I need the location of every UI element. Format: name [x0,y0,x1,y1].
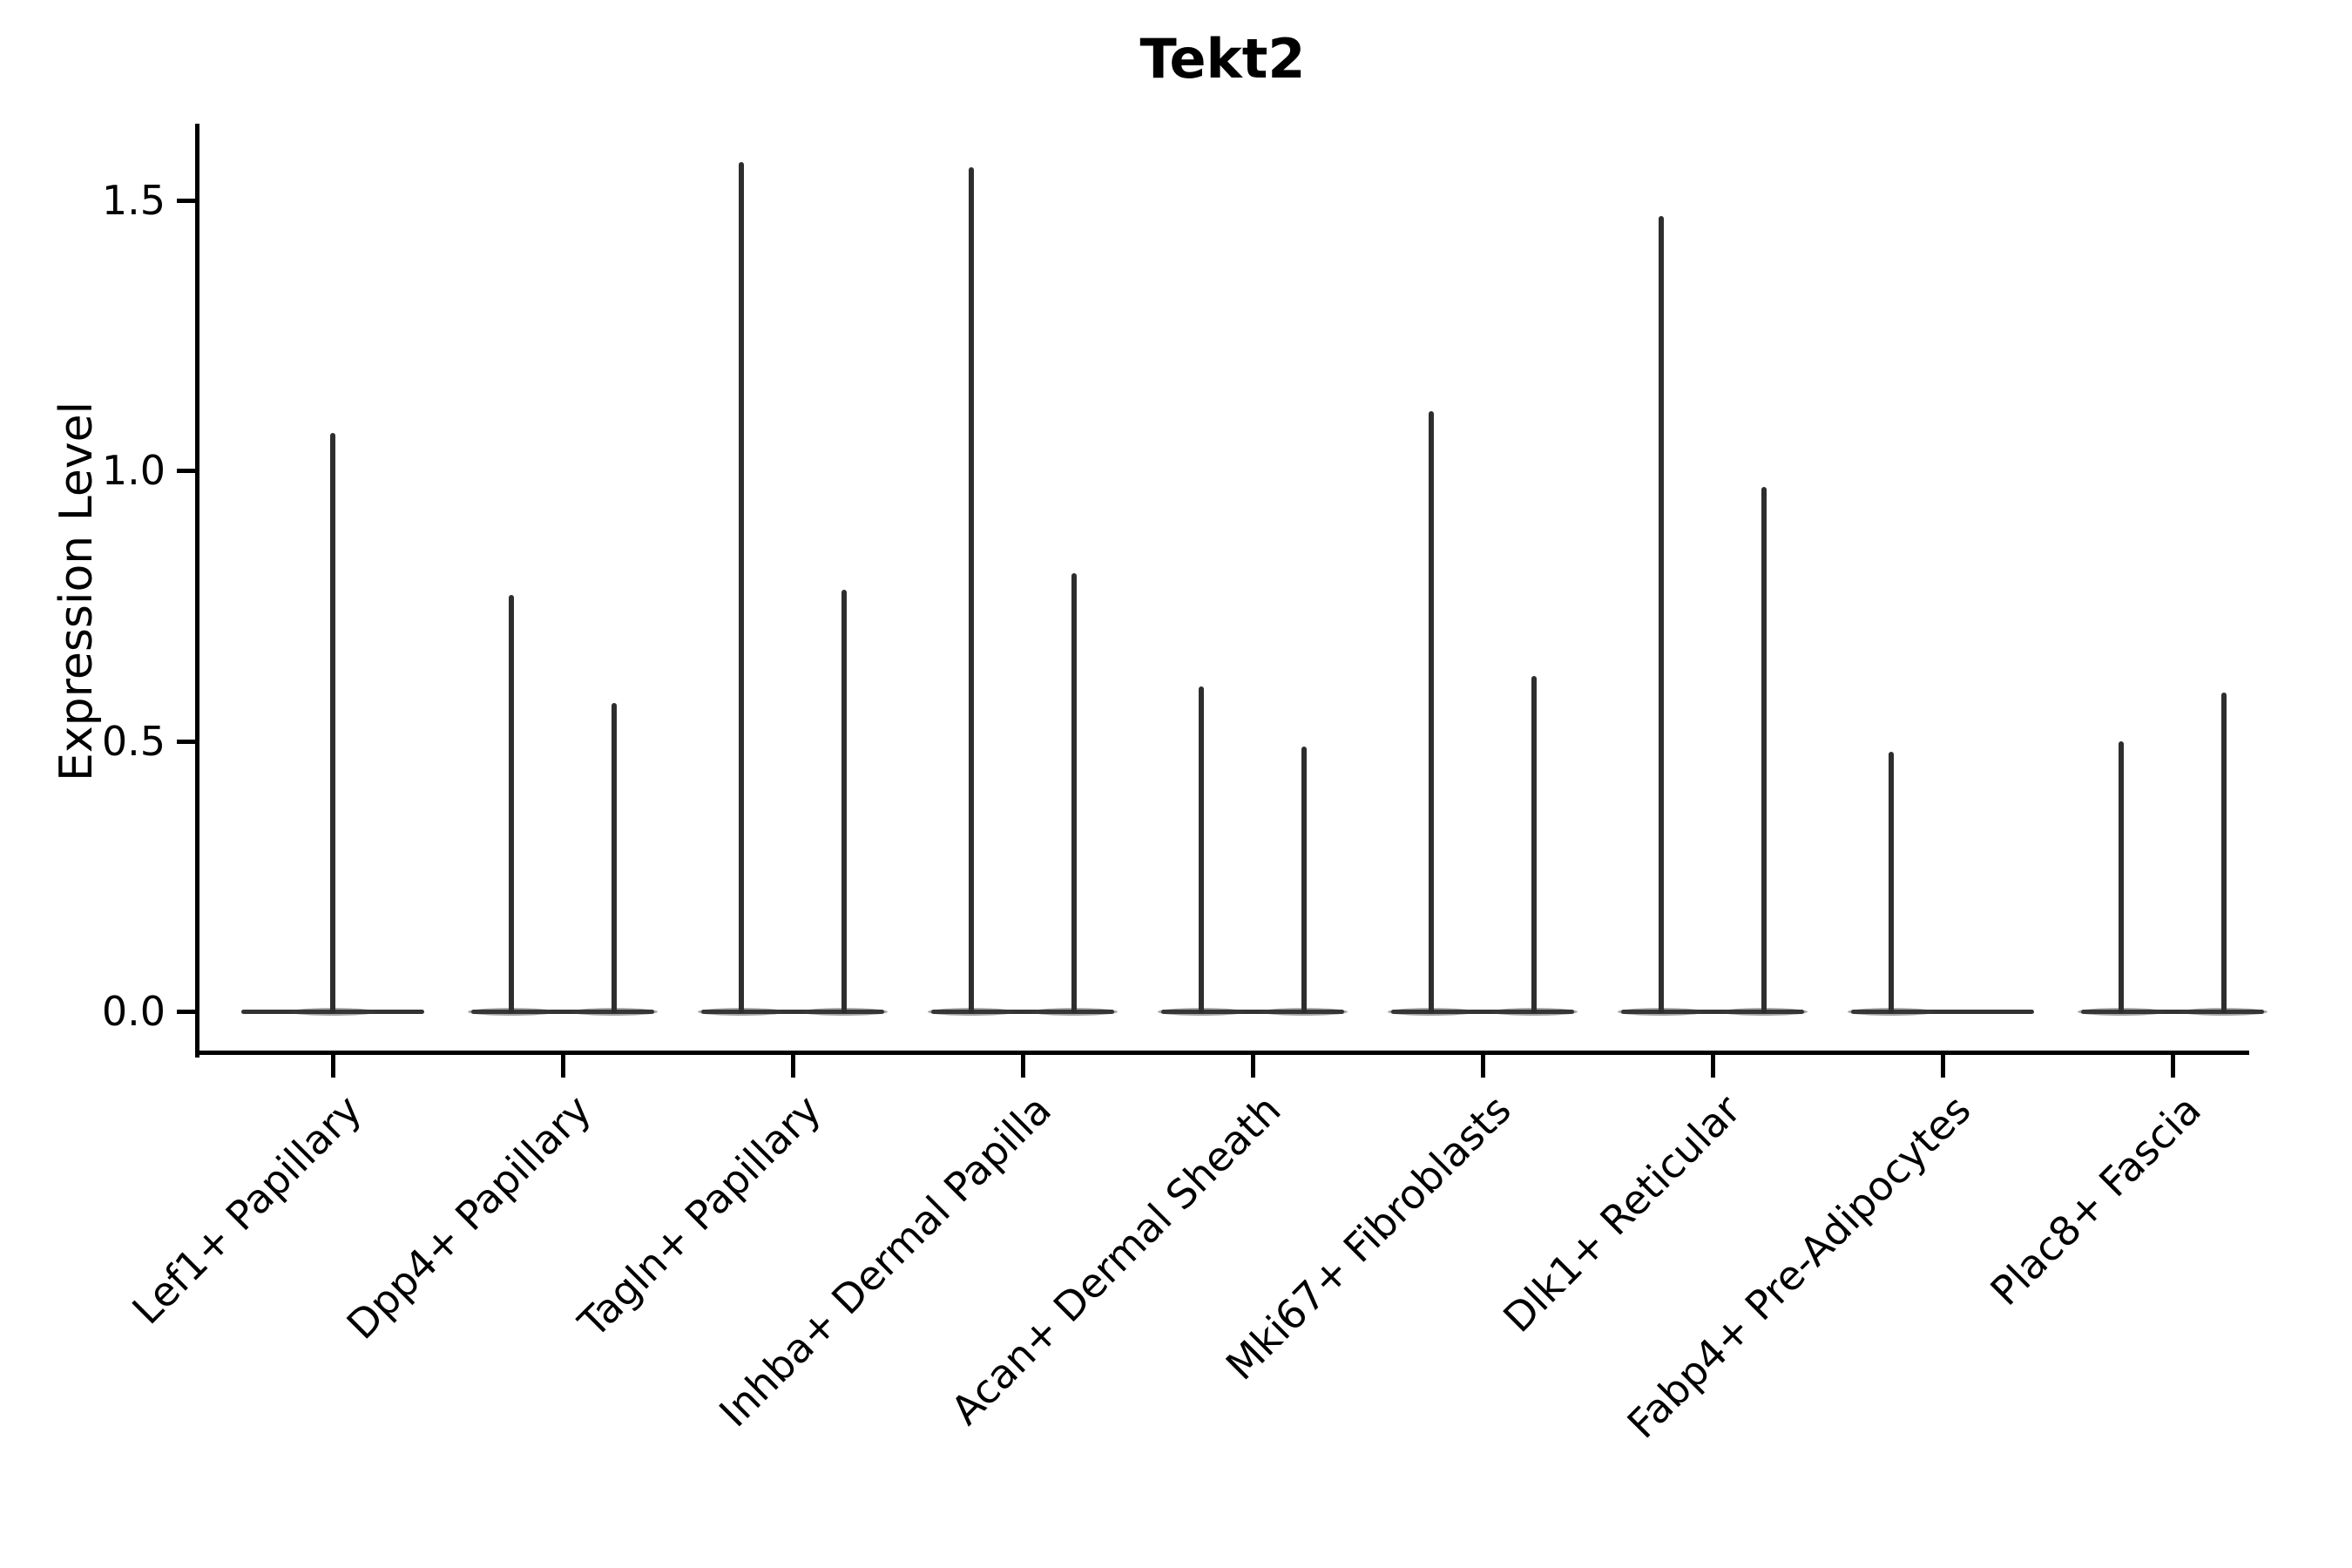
x-tick-label: Tagln+ Papillary [569,1085,830,1347]
y-tick-mark [177,1010,196,1014]
x-tick-mark [791,1055,795,1078]
violin-baseline [931,1010,1114,1014]
violin-max-spike [330,432,335,1013]
y-tick-label: 0.5 [101,717,166,765]
y-tick-mark [177,739,196,744]
violin-max-spike [1301,746,1307,1013]
y-tick-mark [177,469,196,473]
violin-max-spike [2221,692,2227,1013]
x-tick-label: Plac8+ Fascia [1981,1085,2210,1315]
x-tick-label: Lef1+ Papillary [122,1085,370,1334]
chart-title: Tekt2 [1139,27,1306,91]
violin-max-spike [841,589,847,1013]
violin-max-spike [1199,686,1204,1013]
violin-baseline [1391,1010,1574,1014]
violin-max-spike [1531,675,1537,1013]
violin-baseline [1851,1010,2034,1014]
y-tick-label: 0.0 [101,988,166,1035]
violin-max-spike [612,703,617,1013]
y-axis-label: Expression Level [51,401,103,782]
violin-baseline [701,1010,884,1014]
violin-max-spike [1761,486,1767,1013]
violin-baseline [2081,1010,2264,1014]
violin-max-spike [1889,751,1894,1013]
violin-max-spike [2119,740,2124,1013]
x-tick-mark [1711,1055,1715,1078]
y-axis-spine [195,124,199,1058]
violin-max-spike [969,167,974,1013]
violin-max-spike [1429,410,1434,1013]
violin-max-spike [509,594,514,1013]
y-tick-label: 1.0 [101,447,166,494]
y-tick-label: 1.5 [101,176,166,224]
x-tick-mark [2171,1055,2175,1078]
violin-baseline [1161,1010,1344,1014]
x-tick-label: Dpp4+ Papillary [337,1085,600,1348]
x-tick-label: Dlk1+ Reticular [1494,1085,1750,1342]
x-tick-mark [1021,1055,1025,1078]
violin-max-spike [739,162,744,1013]
y-tick-mark [177,198,196,203]
x-tick-mark [1941,1055,1945,1078]
violin-max-spike [1659,216,1664,1013]
violin-baseline [1621,1010,1804,1014]
x-tick-mark [331,1055,335,1078]
x-tick-mark [1251,1055,1255,1078]
x-axis-spine [195,1051,2249,1055]
violin-baseline [471,1010,654,1014]
x-tick-mark [1481,1055,1485,1078]
x-tick-mark [561,1055,565,1078]
violin-max-spike [1071,572,1077,1013]
